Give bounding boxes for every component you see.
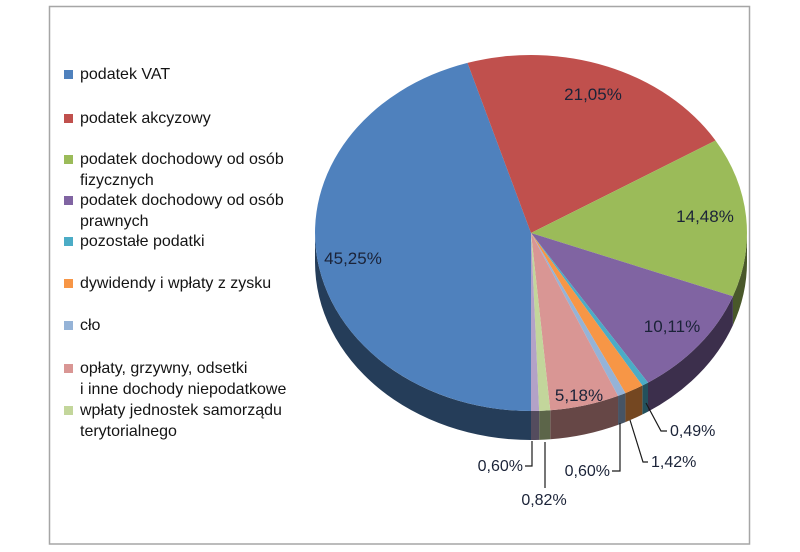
legend-swatch-7 [64, 364, 73, 373]
pie-slice-side-0 [315, 233, 531, 440]
pie-slice-0 [315, 62, 531, 412]
pie-slice-9 [531, 233, 540, 411]
data-labels: 45,25% 21,05% 14,48% 10,11% 0,49% 1,42% 0,60% 5… [324, 85, 734, 509]
pie-slice-side-3 [648, 296, 733, 412]
data-label-2: 14,48% [676, 207, 734, 226]
legend-item-7: opłaty, grzywny, odsetki i inne dochody … [64, 358, 316, 400]
chart-legend: podatek VAT podatek akcyzowy podatek docho… [0, 0, 320, 552]
pie-slice-side-2 [732, 233, 747, 326]
pie-slice-4 [531, 233, 648, 386]
legend-label-5: dywidendy i wpłaty z zysku [80, 275, 272, 292]
legend-label-7: opłaty, grzywny, odsetki i inne dochody … [80, 360, 287, 398]
legend-item-2: podatek dochodowy od osób fizycznych [64, 149, 316, 191]
legend-item-0: podatek VAT [64, 64, 316, 85]
pie-3d-sides [315, 233, 747, 440]
pie-slice-side-4 [642, 382, 648, 415]
legend-swatch-3 [64, 196, 73, 205]
data-label-0: 45,25% [324, 249, 382, 268]
legend-label-0: podatek VAT [80, 66, 171, 83]
legend-swatch-2 [64, 155, 73, 164]
pie-slice-5 [531, 233, 643, 394]
legend-label-4: pozostałe podatki [80, 233, 205, 250]
legend-item-3: podatek dochodowy od osób prawnych [64, 190, 316, 232]
data-label-8: 0,82% [521, 492, 566, 509]
pie-slice-side-9 [531, 410, 540, 440]
pie-slices [315, 55, 747, 412]
legend-label-6: cło [80, 317, 101, 334]
legend-label-3: podatek dochodowy od osób prawnych [80, 192, 284, 230]
data-label-5: 1,42% [651, 454, 696, 471]
legend-item-4: pozostałe podatki [64, 231, 316, 252]
pie-slice-1 [467, 55, 716, 233]
legend-item-6: cło [64, 315, 316, 336]
pie-slice-3 [531, 233, 733, 383]
data-label-1: 21,05% [564, 85, 622, 104]
legend-swatch-1 [64, 114, 73, 123]
legend-swatch-6 [64, 321, 73, 330]
legend-item-1: podatek akcyzowy [64, 108, 316, 129]
legend-swatch-5 [64, 279, 73, 288]
legend-swatch-0 [64, 70, 73, 79]
legend-item-5: dywidendy i wpłaty z zysku [64, 273, 316, 294]
leader-line-9 [525, 441, 533, 467]
leader-line-5 [629, 419, 648, 463]
pie-slice-side-6 [618, 393, 626, 425]
pie-slice-8 [531, 233, 551, 411]
legend-label-1: podatek akcyzowy [80, 110, 211, 127]
legend-item-8: wpłaty jednostek samorządu terytorialneg… [64, 400, 316, 442]
legend-label-2: podatek dochodowy od osób fizycznych [80, 151, 284, 189]
pie-slice-side-8 [539, 410, 551, 440]
pie-slice-7 [531, 233, 619, 411]
data-label-6: 0,60% [565, 463, 610, 480]
data-label-3: 10,11% [644, 317, 700, 336]
data-label-9: 0,60% [478, 458, 523, 475]
data-label-4: 0,49% [670, 423, 715, 440]
pie-slice-side-5 [625, 385, 643, 423]
leader-lines [525, 402, 667, 488]
legend-swatch-4 [64, 237, 73, 246]
pie-slice-6 [531, 233, 626, 396]
pie-slice-side-7 [550, 395, 619, 440]
leader-line-6 [612, 423, 621, 472]
pie-slice-2 [531, 140, 747, 297]
data-label-7: 5,18% [555, 386, 603, 405]
legend-swatch-8 [64, 406, 73, 415]
leader-line-4 [645, 402, 667, 432]
legend-label-8: wpłaty jednostek samorządu terytorialneg… [80, 402, 282, 440]
